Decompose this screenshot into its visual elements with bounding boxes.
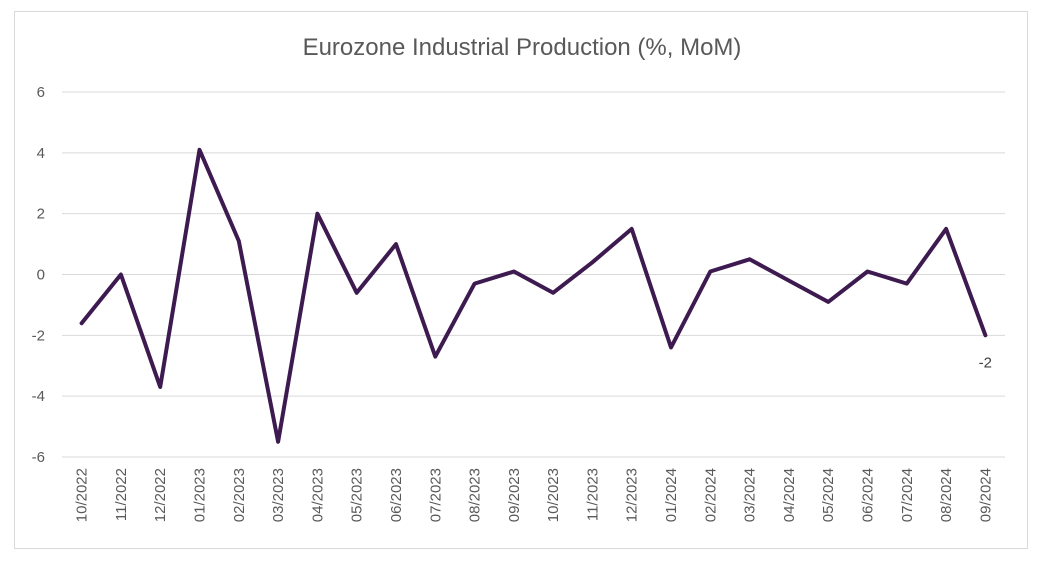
x-tick-label: 09/2023 bbox=[506, 468, 523, 522]
series-lines bbox=[79, 147, 988, 444]
x-tick-label: 11/2023 bbox=[584, 468, 601, 521]
x-tick-label: 07/2024 bbox=[899, 468, 916, 522]
y-tick-label: 4 bbox=[37, 145, 45, 162]
y-tick-label: 6 bbox=[37, 84, 45, 101]
x-tick-label: 01/2023 bbox=[192, 468, 209, 522]
x-tick-label: 03/2023 bbox=[270, 468, 287, 522]
x-tick-label: 08/2024 bbox=[938, 468, 955, 522]
x-tick-label: 08/2023 bbox=[467, 468, 484, 522]
x-tick-label: 09/2024 bbox=[977, 468, 994, 522]
x-tick-label: 02/2024 bbox=[702, 468, 719, 522]
x-tick-label: 02/2023 bbox=[231, 468, 248, 522]
x-tick-label: 06/2023 bbox=[388, 468, 405, 522]
x-tick-label: 10/2023 bbox=[545, 468, 562, 522]
x-tick-label: 10/2022 bbox=[74, 468, 91, 522]
x-axis-tick-labels: 10/2022 11/2022 12/2022 01/2023 02/2023 03/20… bbox=[74, 468, 995, 522]
x-tick-label: 11/2022 bbox=[113, 468, 130, 521]
y-tick-label: -4 bbox=[32, 388, 45, 405]
x-tick-label: 06/2024 bbox=[859, 468, 876, 522]
y-tick-label: -2 bbox=[32, 327, 45, 344]
series-line bbox=[79, 147, 988, 444]
y-tick-label: -6 bbox=[32, 449, 45, 466]
data-labels: -2 bbox=[979, 354, 992, 371]
x-tick-label: 05/2023 bbox=[349, 468, 366, 522]
chart-title: Eurozone Industrial Production (%, MoM) bbox=[303, 34, 742, 61]
x-tick-label: 12/2023 bbox=[624, 468, 641, 522]
x-tick-label: 01/2024 bbox=[663, 468, 680, 522]
x-tick-label: 12/2022 bbox=[152, 468, 169, 522]
grid-lines bbox=[62, 91, 1005, 458]
x-tick-label: 07/2023 bbox=[427, 468, 444, 522]
data-label: -2 bbox=[979, 354, 992, 371]
y-tick-label: 2 bbox=[37, 206, 45, 223]
x-tick-label: 04/2023 bbox=[309, 468, 326, 522]
y-tick-label: 0 bbox=[37, 267, 45, 284]
x-tick-label: 03/2024 bbox=[742, 468, 759, 522]
y-axis-tick-labels: -6 -4 -2 0 2 4 6 bbox=[32, 84, 45, 466]
x-tick-label: 04/2024 bbox=[781, 468, 798, 522]
x-tick-label: 05/2024 bbox=[820, 468, 837, 522]
